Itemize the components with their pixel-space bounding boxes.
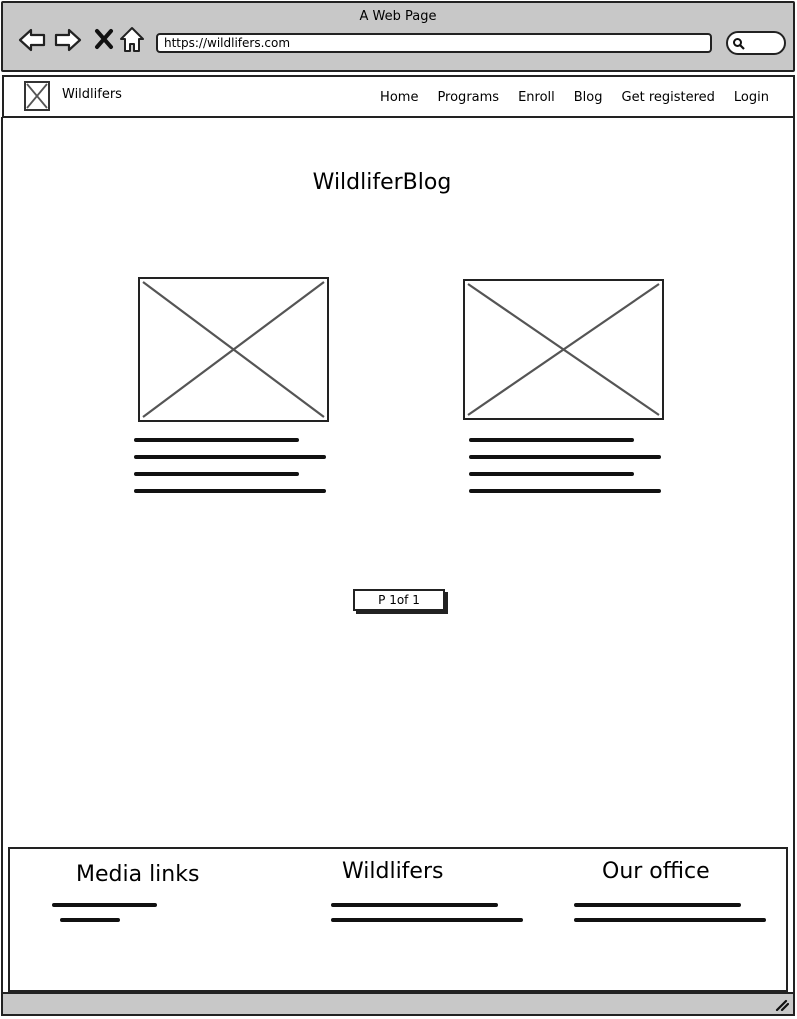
- home-icon[interactable]: [117, 25, 147, 55]
- footer-wildlifers-heading: Wildlifers: [342, 859, 444, 884]
- browser-chrome: A Web Page https://wildlifers.com: [1, 1, 795, 72]
- browser-search-field[interactable]: [726, 31, 786, 55]
- blog-post-image[interactable]: [463, 279, 664, 420]
- page-frame: [1, 117, 795, 993]
- window-title: A Web Page: [359, 9, 437, 24]
- footer-our-office-text: [574, 903, 769, 935]
- blog-post-excerpt: [134, 438, 329, 506]
- site-navbar: Wildlifers Home Programs Enroll Blog Get…: [2, 75, 795, 118]
- main-menu: Home Programs Enroll Blog Get registered…: [361, 90, 769, 105]
- address-bar[interactable]: https://wildlifers.com: [156, 33, 712, 53]
- site-footer: Media links Wildlifers Our office: [8, 847, 788, 992]
- footer-our-office-heading: Our office: [602, 859, 710, 884]
- logo-placeholder-icon: [24, 81, 50, 111]
- footer-media-links-text[interactable]: [52, 903, 172, 935]
- brand-name: Wildlifers: [62, 87, 122, 102]
- footer-media-links-heading: Media links: [76, 862, 200, 887]
- blog-post-image[interactable]: [138, 277, 329, 422]
- blog-post-excerpt: [469, 438, 664, 506]
- nav-login[interactable]: Login: [733, 90, 769, 105]
- forward-icon[interactable]: [53, 25, 83, 55]
- browser-status-bar: [1, 992, 795, 1016]
- page-title: WildliferBlog: [312, 170, 452, 195]
- nav-get-registered[interactable]: Get registered: [621, 90, 715, 105]
- nav-home[interactable]: Home: [380, 90, 419, 105]
- nav-enroll[interactable]: Enroll: [518, 90, 555, 105]
- stop-icon[interactable]: [89, 25, 119, 55]
- footer-wildlifers-text: [331, 903, 526, 935]
- search-icon: [733, 38, 745, 50]
- nav-programs[interactable]: Programs: [437, 90, 500, 105]
- resize-grip-icon[interactable]: [775, 999, 789, 1011]
- nav-blog[interactable]: Blog: [573, 90, 603, 105]
- pagination-button[interactable]: P 1of 1: [353, 589, 445, 611]
- back-icon[interactable]: [17, 25, 47, 55]
